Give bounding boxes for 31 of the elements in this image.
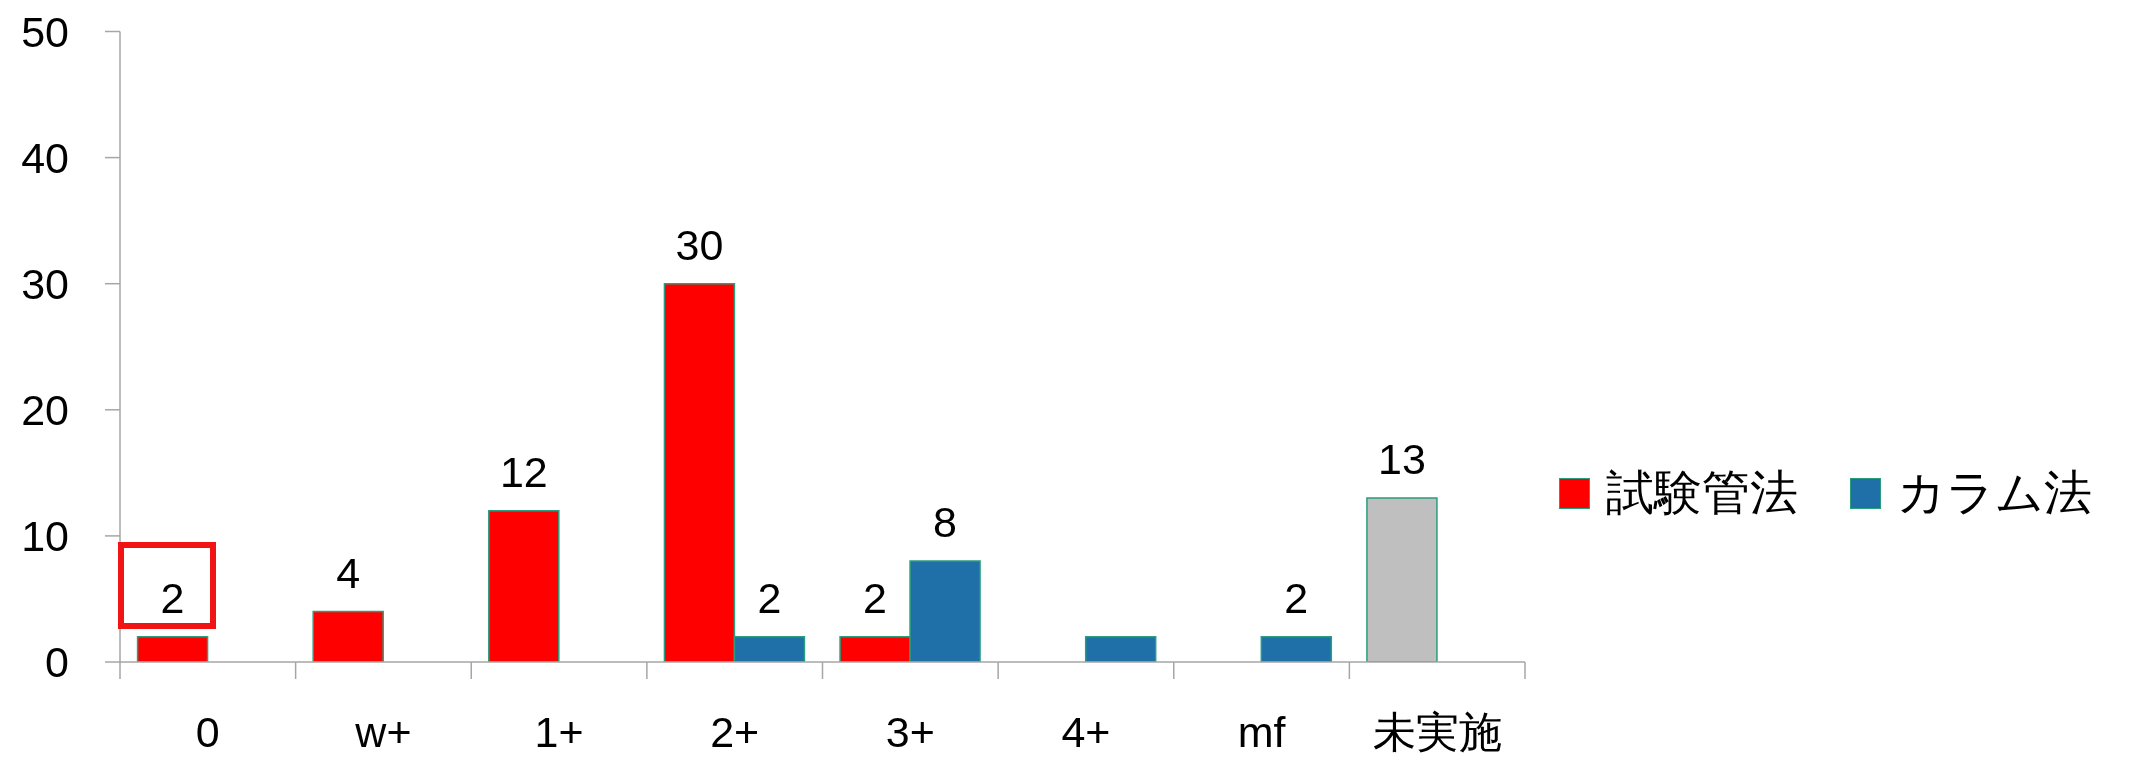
x-tick-label: 1+ xyxy=(534,708,584,756)
data-label: 2 xyxy=(1284,573,1309,622)
y-tick-label: 40 xyxy=(21,133,69,182)
y-tick-label: 30 xyxy=(21,259,69,308)
bar xyxy=(312,610,384,662)
data-label: 8 xyxy=(933,498,958,547)
bar xyxy=(488,509,560,662)
x-tick-label: 未実施 xyxy=(1372,708,1502,756)
data-label: 4 xyxy=(336,548,361,597)
x-tick-label: 4+ xyxy=(1061,708,1111,756)
x-tick-label: 0 xyxy=(195,708,220,756)
data-label: 2 xyxy=(757,573,782,622)
x-tick-label: 2+ xyxy=(710,708,760,756)
y-tick-label: 50 xyxy=(21,7,69,56)
x-tick-label: mf xyxy=(1237,708,1287,756)
legend-label: 試験管法 xyxy=(1606,465,1798,521)
data-label: 2 xyxy=(160,573,185,622)
x-tick-label: w+ xyxy=(354,708,412,756)
y-tick-label: 20 xyxy=(21,386,69,435)
y-tick-label: 10 xyxy=(21,512,69,561)
legend-label: カラム法 xyxy=(1897,465,2092,521)
data-label: 13 xyxy=(1378,435,1426,484)
bar xyxy=(1260,636,1333,662)
data-label: 30 xyxy=(675,220,724,269)
data-label: 12 xyxy=(499,447,548,496)
bar xyxy=(1366,497,1438,662)
data-label: 2 xyxy=(863,573,888,622)
bar xyxy=(136,636,209,662)
y-tick-label: 0 xyxy=(45,638,69,687)
bar xyxy=(1084,636,1157,662)
x-tick-label: 3+ xyxy=(885,708,935,756)
